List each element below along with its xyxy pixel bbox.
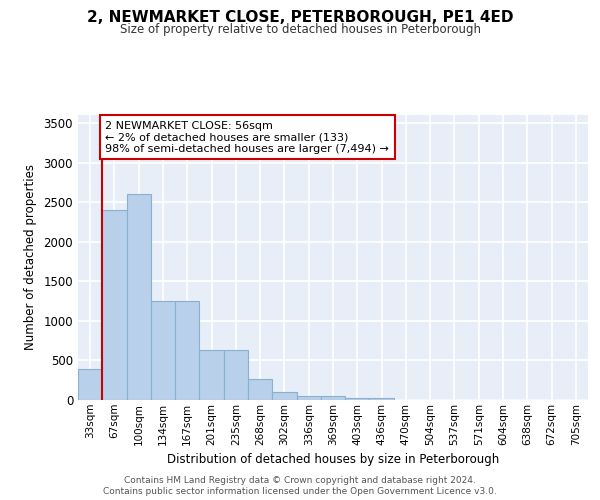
Text: Contains public sector information licensed under the Open Government Licence v3: Contains public sector information licen… (103, 487, 497, 496)
Bar (224, 350, 248, 400)
Bar (78, 369, 102, 400)
Bar (102, 210, 127, 400)
Bar (370, 398, 394, 400)
Bar (199, 350, 224, 400)
Text: Contains HM Land Registry data © Crown copyright and database right 2024.: Contains HM Land Registry data © Crown c… (124, 476, 476, 485)
Text: Size of property relative to detached houses in Peterborough: Size of property relative to detached ho… (119, 22, 481, 36)
Bar (175, 301, 199, 400)
Bar (345, 398, 370, 400)
Y-axis label: Number of detached properties: Number of detached properties (23, 164, 37, 350)
Bar (321, 396, 345, 400)
Bar (248, 380, 272, 400)
Text: 2, NEWMARKET CLOSE, PETERBOROUGH, PE1 4ED: 2, NEWMARKET CLOSE, PETERBOROUGH, PE1 4E… (87, 10, 513, 25)
Text: 2 NEWMARKET CLOSE: 56sqm
← 2% of detached houses are smaller (133)
98% of semi-d: 2 NEWMARKET CLOSE: 56sqm ← 2% of detache… (105, 120, 389, 154)
Bar (272, 392, 296, 400)
Bar (296, 396, 321, 400)
X-axis label: Distribution of detached houses by size in Peterborough: Distribution of detached houses by size … (167, 453, 499, 466)
Bar (127, 194, 151, 400)
Bar (151, 301, 175, 400)
